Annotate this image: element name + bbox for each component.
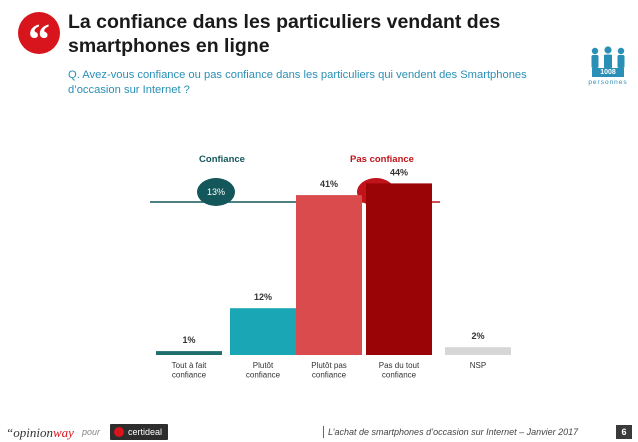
study-title: L’achat de smartphones d’occasion sur In… — [328, 427, 579, 437]
group-label: Confiance — [199, 154, 245, 165]
bar-value-label: 1% — [182, 335, 195, 345]
footer-divider — [323, 426, 324, 438]
bar-value-label: 12% — [254, 292, 272, 302]
category-label: Plutôt pas confiance — [311, 361, 347, 380]
bar — [445, 347, 511, 355]
bar-value-label: 41% — [320, 179, 338, 189]
bar — [366, 183, 432, 355]
quote-icon: “ — [18, 12, 60, 64]
bar — [230, 308, 296, 355]
people-icon — [591, 46, 625, 69]
bar-value-label: 2% — [471, 331, 484, 341]
respondents-label: personnes — [588, 79, 628, 86]
bar-value-label: 44% — [390, 167, 408, 177]
client-logo-icon — [114, 427, 124, 437]
footer: “opinionway pour certideal L’achat de sm… — [0, 424, 638, 442]
group-value-label: 13% — [207, 187, 225, 197]
page-title: La confiance dans les particuliers venda… — [68, 11, 501, 57]
category-label: Pas du tout confiance — [379, 361, 420, 380]
footer-pour: pour — [82, 427, 101, 437]
category-label: Plutôt confiance — [246, 361, 281, 380]
respondents-badge: 1008 personnes — [588, 46, 628, 90]
group-pill — [197, 178, 235, 206]
category-label: NSP — [470, 361, 486, 370]
survey-question: Q. Avez-vous confiance ou pas confiance … — [68, 69, 527, 96]
category-label: Tout à fait confiance — [172, 361, 207, 380]
respondents-count: 1008 — [592, 68, 624, 77]
bar — [156, 351, 222, 355]
bar — [296, 195, 362, 355]
group-label: Pas confiance — [350, 154, 414, 165]
client-logo: certideal — [110, 424, 169, 440]
brand-logo: “opinionway — [6, 425, 74, 440]
page-number: 6 — [616, 425, 632, 439]
